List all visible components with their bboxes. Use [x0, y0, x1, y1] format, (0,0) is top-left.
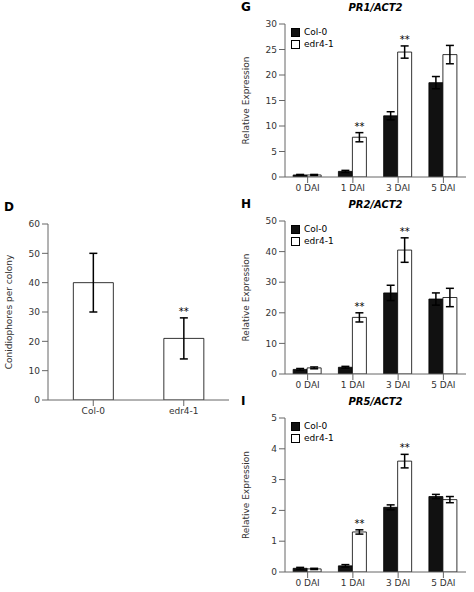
svg-text:3 DAI: 3 DAI	[386, 380, 410, 390]
svg-text:30: 30	[266, 19, 278, 29]
svg-text:Conidiophores per colony: Conidiophores per colony	[8, 254, 14, 369]
svg-text:0: 0	[34, 395, 40, 405]
svg-text:1 DAI: 1 DAI	[341, 183, 365, 193]
svg-text:**: **	[400, 34, 410, 45]
svg-text:Relative Expression: Relative Expression	[241, 253, 251, 341]
svg-text:4: 4	[271, 444, 277, 454]
svg-text:0: 0	[271, 369, 277, 379]
svg-text:60: 60	[29, 219, 41, 229]
html-text:PR2/ACT2: PR2/ACT2	[348, 199, 403, 210]
svg-text:**: **	[400, 226, 410, 237]
svg-text:20: 20	[266, 308, 278, 318]
svg-text:40: 40	[266, 247, 278, 257]
html-text:Col-0: Col-0	[304, 224, 328, 234]
html-text:edr4-1: edr4-1	[304, 39, 334, 49]
html-text:I: I	[241, 394, 246, 408]
svg-text:25: 25	[266, 45, 277, 55]
svg-text:0 DAI: 0 DAI	[296, 380, 320, 390]
svg-text:30: 30	[29, 307, 41, 317]
svg-text:20: 20	[29, 337, 41, 347]
html-text:G: G	[241, 0, 251, 14]
html-text:Col-0: Col-0	[304, 421, 328, 431]
svg-text:10: 10	[29, 366, 41, 376]
html-text:PR1/ACT2: PR1/ACT2	[348, 2, 403, 13]
svg-text:**: **	[354, 301, 364, 312]
svg-text:3 DAI: 3 DAI	[386, 183, 410, 193]
svg-text:30: 30	[266, 277, 278, 287]
svg-text:10: 10	[266, 121, 278, 131]
html-text:edr4-1: edr4-1	[304, 433, 334, 443]
svg-text:Col-0: Col-0	[82, 406, 106, 416]
svg-text:50: 50	[29, 249, 41, 259]
svg-text:3: 3	[271, 475, 277, 485]
html-text:H: H	[241, 197, 251, 211]
svg-text:**: **	[354, 121, 364, 132]
svg-text:5: 5	[271, 147, 277, 157]
html-text:D: D	[4, 200, 14, 214]
svg-text:1 DAI: 1 DAI	[341, 380, 365, 390]
svg-text:5: 5	[271, 413, 277, 423]
svg-text:15: 15	[266, 96, 277, 106]
html-text:edr4-1: edr4-1	[304, 236, 334, 246]
svg-text:**: **	[354, 518, 364, 529]
html-text:Col-0: Col-0	[304, 27, 328, 37]
svg-text:**: **	[179, 306, 189, 317]
svg-text:Relative Expression: Relative Expression	[241, 56, 251, 144]
svg-text:0: 0	[271, 567, 277, 577]
svg-text:0: 0	[271, 172, 277, 182]
svg-text:10: 10	[266, 339, 278, 349]
svg-text:2: 2	[271, 506, 277, 516]
svg-text:20: 20	[266, 70, 278, 80]
svg-text:5 DAI: 5 DAI	[431, 578, 455, 588]
svg-text:1 DAI: 1 DAI	[341, 578, 365, 588]
svg-text:5 DAI: 5 DAI	[431, 183, 455, 193]
svg-text:5 DAI: 5 DAI	[431, 380, 455, 390]
svg-text:50: 50	[266, 216, 278, 226]
svg-text:edr4-1: edr4-1	[169, 406, 199, 416]
html-text:PR5/ACT2: PR5/ACT2	[348, 396, 403, 407]
svg-text:0 DAI: 0 DAI	[296, 578, 320, 588]
svg-text:1: 1	[271, 536, 277, 546]
svg-text:**: **	[400, 442, 410, 453]
svg-text:0 DAI: 0 DAI	[296, 183, 320, 193]
svg-text:40: 40	[29, 278, 41, 288]
svg-text:3 DAI: 3 DAI	[386, 578, 410, 588]
svg-text:Relative Expression: Relative Expression	[241, 451, 251, 539]
